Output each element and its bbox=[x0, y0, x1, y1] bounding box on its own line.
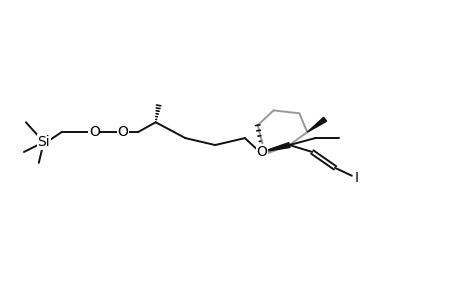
Polygon shape bbox=[261, 142, 290, 152]
Text: O: O bbox=[89, 125, 100, 139]
Text: O: O bbox=[256, 145, 267, 159]
Text: O: O bbox=[118, 125, 128, 139]
Text: Si: Si bbox=[37, 135, 50, 149]
Text: I: I bbox=[354, 171, 358, 185]
Polygon shape bbox=[307, 117, 326, 132]
